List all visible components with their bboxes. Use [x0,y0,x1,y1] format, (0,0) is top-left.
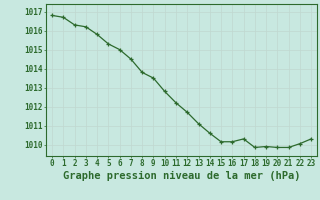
X-axis label: Graphe pression niveau de la mer (hPa): Graphe pression niveau de la mer (hPa) [63,171,300,181]
